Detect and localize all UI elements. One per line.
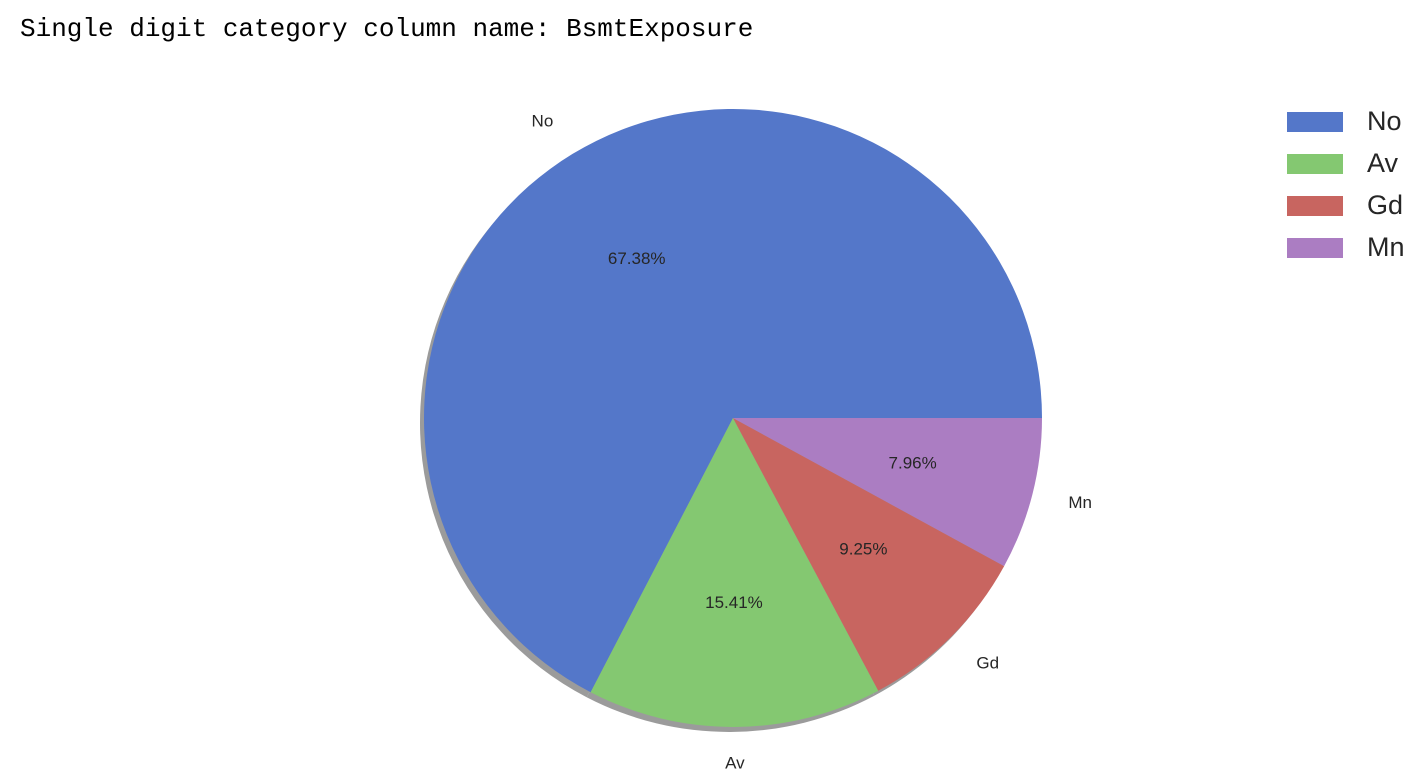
legend-label-av: Av [1367,148,1399,178]
chart-legend: No Av Gd Mn [1287,106,1405,262]
pie-labels: No 67.38% Av 15.41% Gd 9.25% Mn 7.96% [532,112,1092,773]
slice-pct-av: 15.41% [705,593,763,612]
slice-label-av: Av [725,754,745,773]
legend-label-no: No [1367,106,1402,136]
cell-output-text: Single digit category column name: BsmtE… [20,14,754,44]
slice-pct-gd: 9.25% [839,539,887,558]
slice-label-no: No [532,112,554,131]
legend-label-gd: Gd [1367,190,1403,220]
slice-pct-no: 67.38% [608,249,666,268]
slice-label-gd: Gd [976,654,999,673]
pie-slice-mn [733,418,1042,567]
legend-swatch-av [1287,154,1343,174]
pie-slice-gd [733,418,1005,691]
pie-slice-no [424,108,1043,693]
legend-label-mn: Mn [1367,232,1405,262]
slice-pct-mn: 7.96% [889,453,937,472]
legend-swatch-mn [1287,238,1343,258]
legend-swatch-no [1287,112,1343,132]
legend-swatch-gd [1287,196,1343,216]
pie-slice-av [590,418,879,727]
slice-label-mn: Mn [1068,493,1092,512]
pie-slices [424,108,1043,727]
